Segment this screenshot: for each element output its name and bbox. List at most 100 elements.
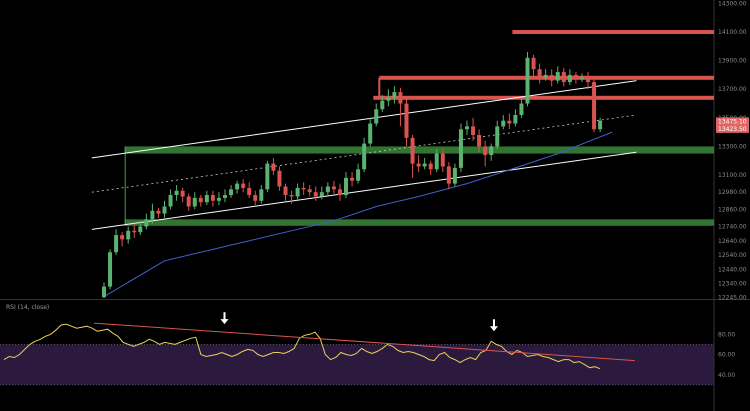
candle-down [507, 120, 512, 124]
candle-up [150, 210, 155, 220]
resistance-line [512, 30, 714, 35]
candle-up [265, 163, 270, 190]
candle-down [549, 74, 554, 81]
candle-down [561, 72, 566, 83]
rsi-tick-label: 60.00 [718, 352, 735, 359]
price-tick-label: 13900.00 [718, 58, 747, 65]
candle-down [531, 57, 536, 70]
channel-midline [91, 114, 637, 193]
candle-down [477, 134, 482, 147]
candle-down [120, 235, 125, 240]
price-tick-label: 12440.00 [718, 266, 747, 273]
candle-down [471, 126, 476, 135]
candle-down [307, 189, 312, 193]
candle-down [198, 197, 203, 203]
price-tick-label: 12740.00 [718, 224, 747, 231]
candle-down [483, 146, 488, 156]
candle-up [319, 192, 324, 197]
candle-up [374, 109, 379, 124]
rsi-tick-label: 40.00 [718, 372, 735, 379]
candle-up [259, 189, 264, 201]
candle-up [489, 146, 494, 156]
candle-up [362, 143, 367, 170]
candle-up [216, 197, 221, 201]
candle-up [162, 206, 167, 214]
price-tag [716, 124, 749, 133]
candle-down [537, 69, 542, 78]
candle-up [579, 77, 584, 80]
resistance-line [373, 95, 714, 100]
price-tick-label: 12860.00 [718, 206, 747, 213]
candle-up [567, 74, 572, 83]
candle-down [331, 186, 336, 190]
price-tick-label: 12980.00 [718, 189, 747, 196]
candle-up [126, 230, 131, 240]
candle-up [144, 219, 149, 227]
divergence-arrow-head [489, 326, 498, 332]
price-tick-label: 13100.00 [718, 172, 747, 179]
candle-up [422, 163, 427, 167]
candle-up [114, 235, 119, 253]
candle-down [440, 153, 445, 167]
candle-down [156, 210, 161, 214]
candle-up [519, 103, 524, 115]
support-zone [125, 146, 714, 154]
price-panel: 14300.0014100.0013900.0013700.0013500.00… [0, 0, 750, 300]
rsi-line [3, 323, 601, 370]
candle-up [452, 167, 457, 184]
candle-up [386, 97, 391, 101]
candle-up [229, 189, 234, 196]
candle-up [174, 190, 179, 196]
price-tick-label: 13700.00 [718, 86, 747, 93]
candle-down [398, 92, 403, 104]
candle-up [138, 226, 143, 233]
divergence-arrow-head [220, 319, 229, 325]
candle-down [301, 187, 306, 190]
candle-down [428, 163, 433, 170]
candle-up [223, 195, 227, 198]
candle-up [192, 197, 197, 207]
indicator-label: RSI (14, close) [6, 304, 49, 311]
candle-up [598, 120, 603, 130]
price-tick-label: 12540.00 [718, 252, 747, 259]
price-tick-label: 13300.00 [718, 143, 747, 150]
candle-down [416, 163, 421, 167]
price-tick-label: 14300.00 [718, 0, 747, 7]
channel-line [91, 151, 637, 230]
candle-up [204, 195, 209, 203]
candle-down [410, 137, 415, 164]
moving-average-line [103, 131, 613, 298]
candle-down [350, 177, 355, 181]
candle-down [592, 82, 597, 130]
candle-down [586, 77, 590, 83]
price-tick-label: 14100.00 [718, 29, 747, 36]
candle-down [132, 230, 137, 233]
price-tick-label: 12640.00 [718, 238, 747, 245]
candle-up [368, 123, 373, 144]
candle-up [108, 252, 113, 287]
candle-down [337, 189, 342, 196]
candle-down [446, 166, 451, 184]
candle-up [102, 286, 106, 298]
candle-down [247, 187, 252, 196]
candle-down [313, 192, 318, 197]
candle-down [210, 195, 215, 201]
candle-down [271, 163, 276, 171]
candle-up [295, 187, 300, 197]
candle-down [404, 103, 409, 138]
price-tag-label: 13423.50 [718, 126, 747, 133]
candle-up [495, 126, 500, 147]
candle-down [180, 190, 185, 197]
candle-down [241, 183, 246, 188]
candle-down [277, 170, 282, 187]
price-tag-label: 13475.10 [718, 118, 747, 125]
candle-down [186, 196, 191, 207]
rsi-band [0, 344, 714, 385]
candle-up [555, 72, 560, 81]
candle-up [513, 114, 518, 124]
candle-up [543, 74, 548, 78]
candle-up [344, 177, 348, 196]
candle-up [380, 100, 385, 110]
candle-up [168, 195, 173, 207]
